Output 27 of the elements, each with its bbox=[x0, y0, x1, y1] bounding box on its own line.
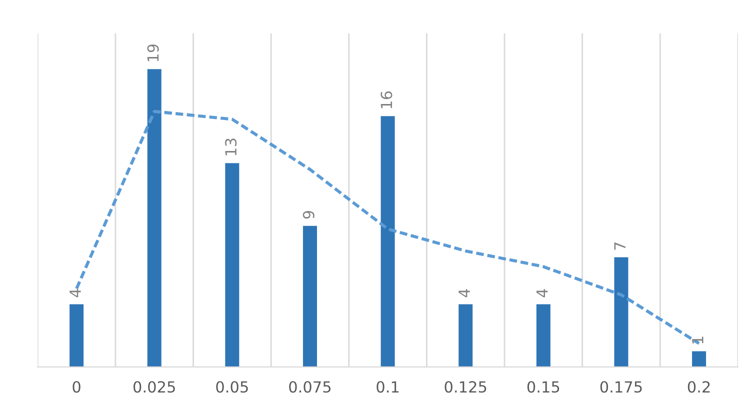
data-label: 1 bbox=[692, 336, 704, 344]
x-tick-label: 0.2 bbox=[688, 381, 710, 393]
bar bbox=[692, 351, 706, 367]
x-tick-label: 0.125 bbox=[444, 381, 486, 393]
bar bbox=[614, 257, 628, 367]
data-label: 19 bbox=[147, 44, 159, 62]
x-tick-label: 0 bbox=[72, 381, 80, 393]
data-label: 13 bbox=[225, 138, 237, 156]
data-label: 9 bbox=[302, 210, 314, 219]
data-label: 4 bbox=[70, 289, 81, 298]
bar bbox=[380, 116, 395, 367]
x-tick-label: 0.025 bbox=[134, 381, 175, 393]
data-label: 7 bbox=[614, 242, 626, 250]
bar bbox=[225, 163, 240, 367]
bar bbox=[458, 304, 473, 367]
x-tick-label: 0.075 bbox=[289, 381, 331, 393]
bar bbox=[147, 69, 162, 367]
data-label: 4 bbox=[458, 289, 470, 298]
data-label: 16 bbox=[380, 91, 392, 108]
x-tick-label: 0.175 bbox=[600, 381, 642, 393]
data-label: 4 bbox=[536, 289, 548, 298]
x-tick-label: 0.1 bbox=[376, 381, 399, 393]
x-tick-label: 0.15 bbox=[527, 381, 560, 393]
bar bbox=[70, 304, 84, 367]
bar bbox=[536, 304, 550, 367]
x-tick-label: 0.05 bbox=[216, 381, 248, 393]
bar bbox=[302, 226, 317, 367]
